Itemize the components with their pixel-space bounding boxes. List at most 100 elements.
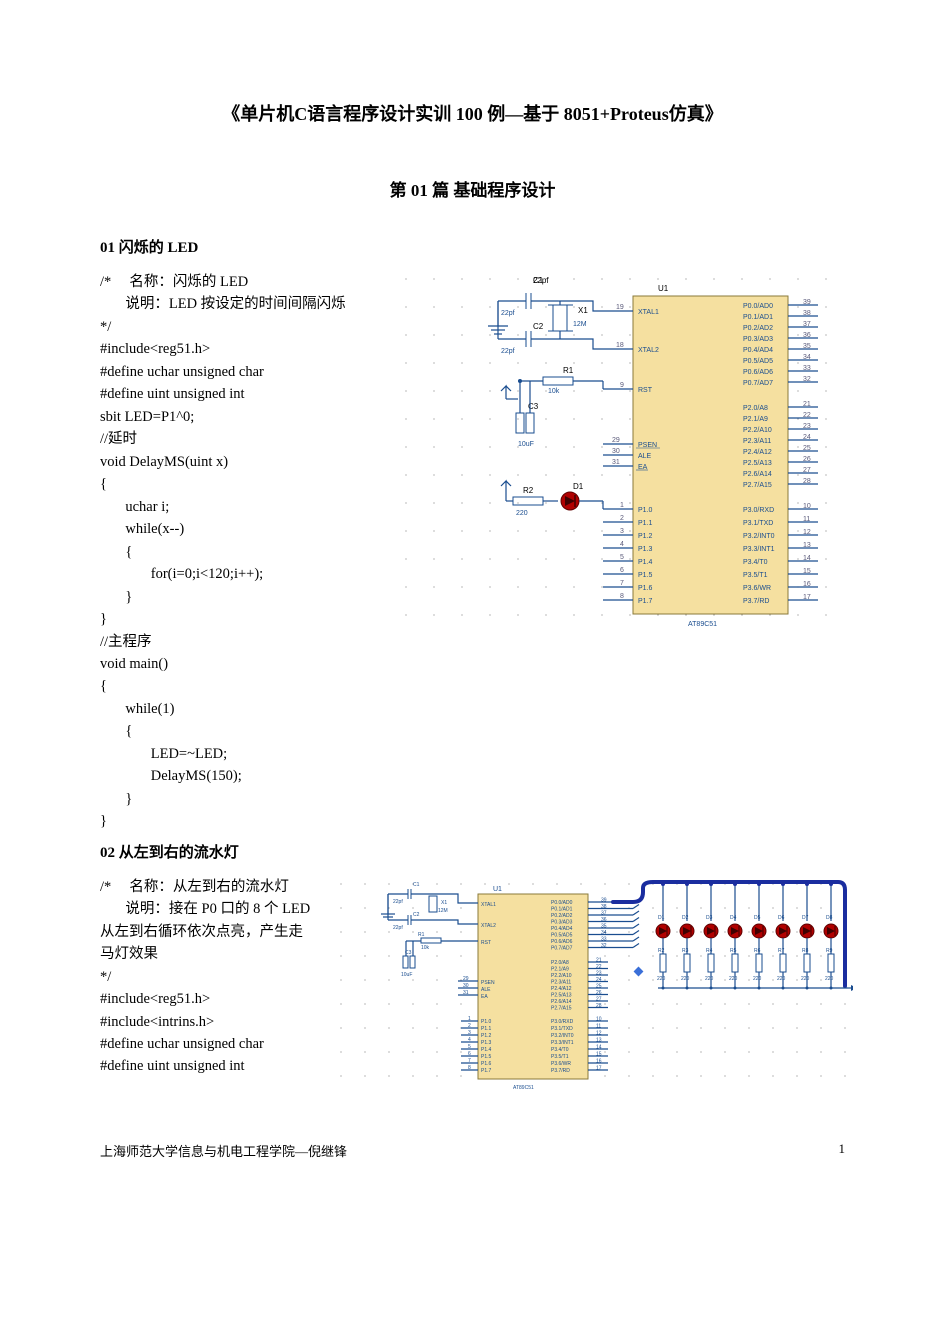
svg-text:P1.7: P1.7	[638, 598, 653, 605]
svg-text:8: 8	[620, 593, 624, 600]
svg-text:21: 21	[596, 957, 602, 963]
svg-text:4: 4	[468, 1037, 471, 1043]
footer-text: 上海师范大学信息与机电工程学院—倪继锋	[100, 1141, 347, 1160]
svg-text:P3.6/WR: P3.6/WR	[551, 1061, 571, 1067]
svg-text:PSEN: PSEN	[481, 980, 495, 986]
svg-text:26: 26	[803, 456, 811, 463]
svg-text:P2.3/A11: P2.3/A11	[551, 979, 571, 985]
svg-text:2: 2	[620, 515, 624, 522]
section-01-code: /* 名称：闪烁的 LED 说明：LED 按设定的时间间隔闪烁 */ #incl…	[100, 271, 390, 833]
chapter-title: 第 01 篇 基础程序设计	[100, 176, 845, 201]
svg-text:P0.3/AD3: P0.3/AD3	[743, 336, 773, 343]
svg-text:3: 3	[620, 528, 624, 535]
svg-text:30: 30	[463, 983, 469, 989]
svg-text:P1.7: P1.7	[481, 1068, 492, 1074]
svg-text:RST: RST	[481, 940, 491, 946]
svg-text:4: 4	[620, 541, 624, 548]
svg-text:5: 5	[468, 1044, 471, 1050]
svg-text:10: 10	[596, 1016, 602, 1022]
svg-text:220: 220	[825, 976, 834, 982]
svg-text:220: 220	[729, 976, 738, 982]
svg-text:31: 31	[612, 459, 620, 466]
svg-text:37: 37	[601, 910, 607, 916]
svg-text:15: 15	[803, 568, 811, 575]
svg-text:XTAL2: XTAL2	[638, 347, 659, 354]
svg-text:37: 37	[803, 321, 811, 328]
svg-text:P1.4: P1.4	[481, 1047, 492, 1053]
svg-text:38: 38	[601, 904, 607, 910]
svg-text:R5: R5	[730, 948, 737, 954]
svg-text:14: 14	[803, 555, 811, 562]
svg-text:R8: R8	[802, 948, 809, 954]
svg-text:X1: X1	[441, 900, 447, 906]
svg-text:D3: D3	[706, 915, 713, 921]
svg-text:18: 18	[616, 342, 624, 349]
svg-text:ALE: ALE	[638, 453, 652, 460]
svg-text:36: 36	[803, 332, 811, 339]
c3-value: 10uF	[518, 441, 534, 448]
svg-text:29: 29	[612, 437, 620, 444]
svg-text:10uF: 10uF	[401, 972, 412, 978]
svg-text:P1.2: P1.2	[481, 1033, 492, 1039]
svg-text:P2.6/A14: P2.6/A14	[551, 999, 572, 1005]
svg-text:RST: RST	[638, 387, 653, 394]
svg-text:P0.5/AD5: P0.5/AD5	[551, 932, 573, 938]
svg-text:12M: 12M	[438, 908, 448, 914]
svg-text:1: 1	[468, 1016, 471, 1022]
svg-text:P0.4/AD4: P0.4/AD4	[743, 347, 773, 354]
svg-text:30: 30	[612, 448, 620, 455]
svg-text:21: 21	[803, 401, 811, 408]
svg-text:22pf: 22pf	[393, 899, 403, 905]
svg-text:P2.0/A8: P2.0/A8	[551, 960, 569, 966]
svg-text:C2: C2	[533, 322, 544, 331]
svg-text:XTAL1: XTAL1	[638, 309, 659, 316]
svg-text:16: 16	[596, 1058, 602, 1064]
svg-text:XTAL2: XTAL2	[481, 923, 496, 929]
svg-text:31: 31	[463, 990, 469, 996]
svg-text:P0.0/AD0: P0.0/AD0	[743, 303, 773, 310]
svg-text:D7: D7	[802, 915, 809, 921]
svg-text:P2.2/A10: P2.2/A10	[743, 427, 772, 434]
svg-text:P2.3/A11: P2.3/A11	[743, 438, 771, 445]
svg-text:R2: R2	[523, 486, 534, 495]
svg-text:38: 38	[803, 310, 811, 317]
svg-text:P3.0/RXD: P3.0/RXD	[743, 507, 774, 514]
svg-text:10: 10	[803, 503, 811, 510]
chip2-ref: U1	[493, 886, 502, 893]
svg-text:11: 11	[803, 516, 810, 523]
svg-text:D4: D4	[730, 915, 737, 921]
svg-text:D1: D1	[573, 482, 584, 491]
svg-text:R3: R3	[682, 948, 689, 954]
svg-text:P0.7/AD7: P0.7/AD7	[743, 380, 773, 387]
x1-label: X1	[578, 306, 588, 315]
svg-text:P0.1/AD1: P0.1/AD1	[743, 314, 773, 321]
svg-text:C1: C1	[533, 276, 544, 285]
svg-text:1: 1	[620, 502, 624, 509]
chip2-name: AT89C51	[513, 1085, 534, 1091]
svg-text:6: 6	[620, 567, 624, 574]
svg-text:P1.5: P1.5	[481, 1054, 492, 1060]
svg-text:25: 25	[596, 983, 602, 989]
svg-text:P3.4/T0: P3.4/T0	[551, 1047, 569, 1053]
svg-text:D2: D2	[682, 915, 689, 921]
svg-text:33: 33	[601, 936, 607, 942]
svg-text:P0.6/AD6: P0.6/AD6	[551, 939, 573, 945]
svg-text:C1: C1	[413, 882, 420, 888]
svg-text:R9: R9	[826, 948, 833, 954]
svg-text:33: 33	[803, 365, 811, 372]
svg-text:27: 27	[596, 996, 602, 1002]
svg-text:XTAL1: XTAL1	[481, 902, 496, 908]
svg-text:P3.3/INT1: P3.3/INT1	[743, 546, 775, 553]
svg-text:D8: D8	[826, 915, 833, 921]
svg-text:P3.2/INT0: P3.2/INT0	[551, 1033, 574, 1039]
svg-text:35: 35	[803, 343, 811, 350]
svg-text:P3.1/TXD: P3.1/TXD	[551, 1026, 573, 1032]
svg-text:22: 22	[803, 412, 811, 419]
svg-text:P3.2/INT0: P3.2/INT0	[743, 533, 775, 540]
svg-text:15: 15	[596, 1051, 602, 1057]
svg-text:36: 36	[601, 917, 607, 923]
svg-text:R2: R2	[658, 948, 665, 954]
svg-text:24: 24	[596, 977, 602, 983]
svg-text:P3.7/RD: P3.7/RD	[551, 1068, 570, 1074]
section-02-heading: 02 从左到右的流水灯	[100, 841, 845, 862]
